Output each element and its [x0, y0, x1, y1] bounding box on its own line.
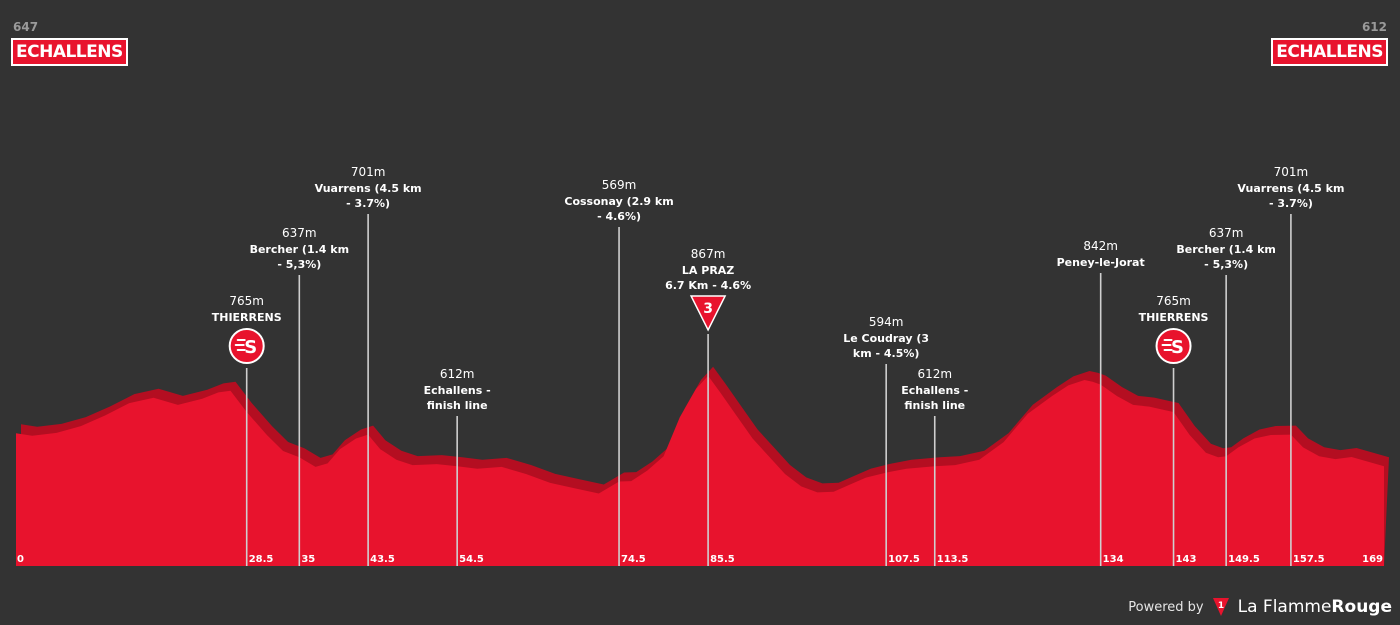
km-tick-label: 157.5 [1293, 554, 1325, 565]
marker-name: - 4.6%) [597, 210, 641, 223]
marker-name: Echallens - [901, 384, 968, 397]
km-tick-label: 169 [1362, 554, 1383, 565]
brand-name-bold: Rouge [1331, 597, 1392, 617]
km-tick-label: 134 [1103, 554, 1124, 565]
marker-name: Vuarrens (4.5 km [315, 182, 422, 195]
marker-altitude: 612m [440, 367, 475, 381]
brand-name-plain: La Flamme [1237, 597, 1332, 617]
marker-name: - 3.7%) [1269, 197, 1313, 210]
brand-name: La FlammeRouge [1238, 597, 1392, 617]
marker-name: 6.7 Km - 4.6% [665, 279, 751, 292]
sprint-icon [1155, 328, 1192, 364]
kom-category-number: 3 [703, 301, 713, 317]
start-town-badge: ECHALLENS [11, 38, 128, 66]
logo-badge-number: 1 [1217, 601, 1223, 611]
marker-altitude: 701m [351, 165, 386, 179]
finish-town-badge: ECHALLENS [1271, 38, 1388, 66]
marker-name: - 5,3%) [277, 258, 321, 271]
marker-altitude: 594m [869, 315, 904, 329]
marker-altitude: 842m [1083, 239, 1118, 253]
finish-altitude: 612 [1361, 20, 1387, 34]
sprint-icon-lines [1161, 339, 1173, 351]
sprint-icon-letter: S [244, 337, 257, 358]
profile-area [16, 375, 1384, 566]
marker-name: Bercher (1.4 km [250, 243, 349, 256]
powered-by-credit[interactable]: Powered by 1 La FlammeRouge [1128, 597, 1392, 617]
km-tick-label: 0 [17, 554, 24, 565]
km-tick-label: 43.5 [370, 554, 395, 565]
marker-name: Cossonay (2.9 km [564, 195, 673, 208]
marker-name: finish line [904, 399, 965, 412]
marker-altitude: 569m [602, 178, 637, 192]
sprint-icon [228, 328, 265, 364]
sprint-icon-letter: S [1171, 337, 1184, 358]
km-tick-label: 35 [301, 554, 315, 565]
marker-name: finish line [427, 399, 488, 412]
marker-altitude: 637m [1209, 226, 1244, 240]
km-tick-label: 28.5 [249, 554, 274, 565]
km-tick-label: 85.5 [710, 554, 735, 565]
km-tick-label: 74.5 [621, 554, 646, 565]
marker-altitude: 765m [229, 294, 264, 308]
marker-name: Peney-le-Jorat [1057, 256, 1145, 269]
marker-name: Bercher (1.4 km [1176, 243, 1275, 256]
km-tick-label: 149.5 [1228, 554, 1260, 565]
marker-altitude: 765m [1156, 294, 1191, 308]
start-altitude: 647 [13, 20, 39, 34]
powered-by-text: Powered by [1128, 599, 1204, 615]
marker-name: km - 4.5%) [853, 347, 920, 360]
la-flamme-rouge-logo-icon: 1 [1212, 598, 1229, 616]
km-tick-label: 107.5 [888, 554, 920, 565]
marker-name: - 3.7%) [346, 197, 390, 210]
sprint-icon-lines [234, 339, 246, 351]
marker-name: Vuarrens (4.5 km [1237, 182, 1344, 195]
marker-name: Echallens - [424, 384, 491, 397]
marker-altitude: 612m [917, 367, 952, 381]
marker-name: - 5,3%) [1204, 258, 1248, 271]
marker-name: Le Coudray (3 [843, 332, 929, 345]
marker-name: LA PRAZ [682, 264, 734, 277]
marker-altitude: 701m [1274, 165, 1309, 179]
marker-name: THIERRENS [1139, 311, 1209, 324]
km-tick-label: 54.5 [459, 554, 484, 565]
kom-cat3-icon [689, 295, 727, 332]
km-tick-label: 113.5 [937, 554, 969, 565]
km-tick-label: 143 [1176, 554, 1197, 565]
marker-altitude: 867m [691, 247, 726, 261]
marker-altitude: 637m [282, 226, 317, 240]
marker-name: THIERRENS [212, 311, 282, 324]
